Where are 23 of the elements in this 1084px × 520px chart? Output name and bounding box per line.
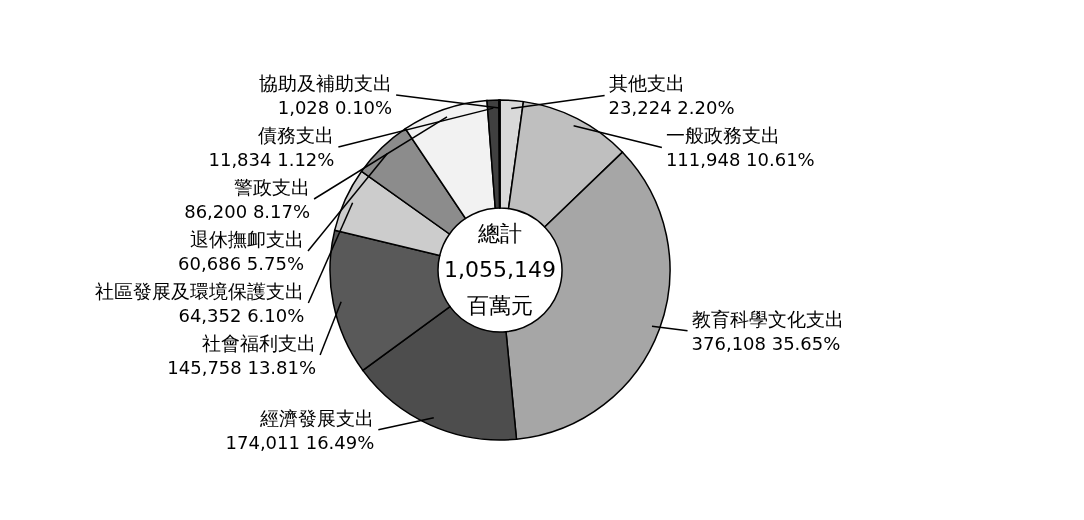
slice-label: 債務支出 (258, 124, 335, 146)
data-label: 376,108 35.65% (691, 332, 841, 354)
data-label: 174,011 16.49% (225, 431, 375, 453)
slice-label: 社區發展及環境保護支出 (95, 280, 305, 302)
data-label: 145,758 13.81% (167, 357, 317, 378)
data-label: 1,028 0.10% (277, 97, 393, 118)
slice-label: 經濟發展支出 (259, 406, 375, 429)
slice-label: 社會福利支出 (202, 332, 317, 354)
data-label: 111,948 10.61% (665, 149, 815, 171)
data-label: 60,686 5.75% (178, 253, 304, 274)
data-label: 86,200 8.17% (184, 201, 311, 222)
data-label: 23,224 2.20% (608, 97, 735, 119)
text: 總計 (477, 221, 522, 246)
slice-label: 其他支出 (608, 72, 685, 95)
text: 1,055,149 (444, 257, 556, 282)
slice-label: 退休撫卹支出 (190, 228, 304, 250)
slice-label: 協助及補助支出 (259, 72, 393, 94)
slice-label: 一般政務支出 (665, 124, 780, 147)
data-label: 11,834 1.12% (208, 149, 335, 170)
slice-label: 教育科學文化支出 (691, 307, 844, 330)
slice-label: 警政支出 (234, 176, 311, 198)
text: 百萬元 (467, 293, 533, 318)
data-label: 64,352 6.10% (178, 305, 305, 326)
